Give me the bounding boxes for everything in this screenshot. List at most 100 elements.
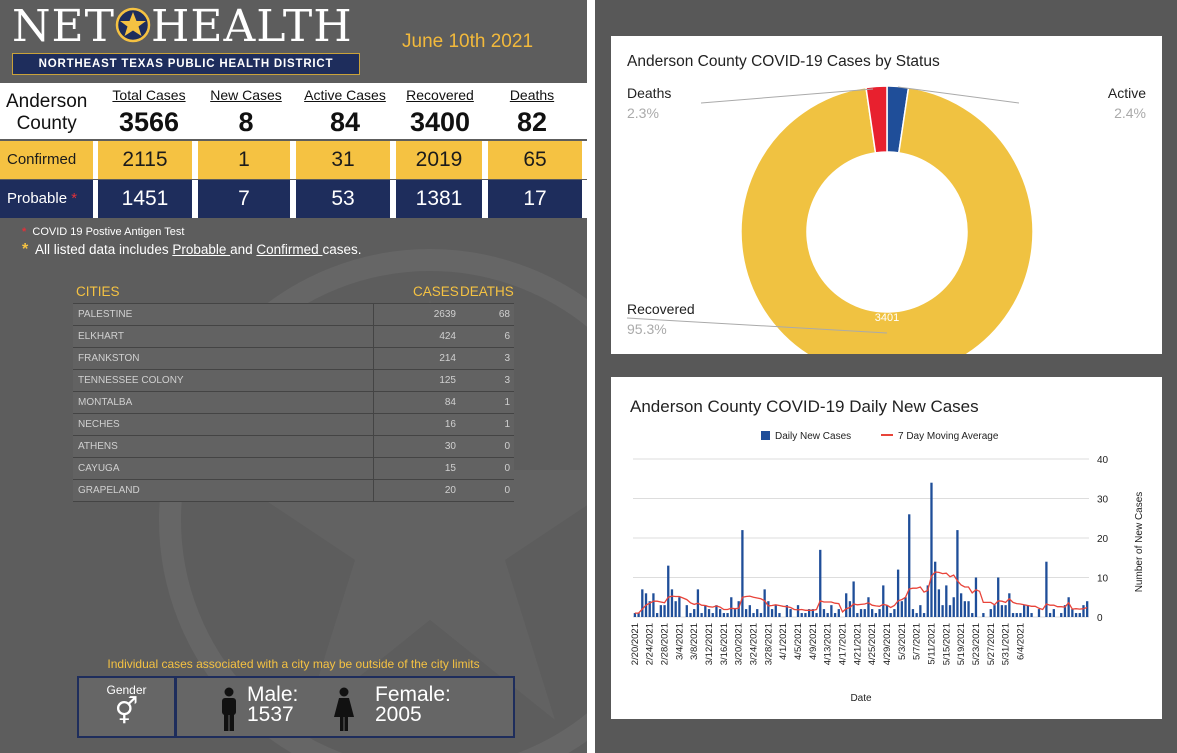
bar [763,589,766,617]
probable-label: Probable * [0,180,93,218]
probable-row: Probable * 1451 7 53 1381 17 [0,180,587,218]
active-pct: 2.4% [1114,105,1146,121]
bar [822,609,826,617]
bar [641,589,644,617]
city-deaths: 0 [504,441,510,452]
bar [704,605,707,617]
x-tick-label: 5/11/2021 [926,623,937,665]
gender-symbol-icon: ⚥ [114,696,139,726]
bar [1008,593,1011,617]
bar [922,613,926,617]
includes-note: * All listed data includes Probable and … [22,241,362,258]
x-tick-label: 4/9/2021 [808,623,819,660]
bar [896,569,900,617]
x-tick-label: 2/24/2021 [645,623,656,665]
county-name: Anderson County [6,91,88,134]
x-tick-label: 5/15/2021 [941,623,952,665]
bar [815,613,818,617]
x-tick-label: 5/27/2021 [986,623,997,665]
bar [915,613,918,617]
x-tick-label: 3/16/2021 [719,623,730,665]
female-icon [334,687,354,731]
logo-left: NET [12,1,115,52]
bar [633,613,637,617]
city-cases: 214 [439,353,456,364]
bar [733,609,737,617]
city-cases: 15 [444,463,456,474]
x-tick-label: 4/5/2021 [793,623,804,660]
city-deaths: 1 [504,419,510,430]
bar [1000,605,1004,617]
city-row: ATHENS 30 0 [73,435,514,457]
bar [774,605,777,617]
left-dashboard: NET HEALTH NORTHEAST TEXAS PUBLIC HEALTH… [0,0,587,753]
x-tick-label: 5/31/2021 [1001,623,1012,665]
star-icon [115,7,151,43]
city-deaths: 0 [504,485,510,496]
daily-cases-chart: Daily New Cases 7 Day Moving Average 0 10 20… [630,431,1145,704]
active-leader-line [897,86,1020,104]
bar [1019,613,1022,617]
slice-deaths [865,85,888,154]
y-tick-label: 40 [1097,455,1109,466]
x-tick-label: 4/13/2021 [823,623,834,665]
male-count: Male: 1537 [247,683,299,726]
bar [748,605,751,617]
bar [804,613,807,617]
cities-table: CITIES CASES DEATHS PALESTINE 2639 68 ELKHA… [73,281,514,502]
bar [926,585,929,617]
bar [937,589,941,617]
bar [737,601,740,617]
bar [1063,605,1067,617]
bar [826,613,829,617]
bar [904,597,907,617]
bar [796,605,800,617]
city-name: ATHENS [78,441,118,452]
bar [848,601,852,617]
bar [741,530,744,617]
confirmed-active: 31 [296,141,390,179]
bar [945,585,948,617]
active-cases-cell: Active Cases 84 [304,87,386,137]
bar [1071,609,1074,617]
bar [730,597,733,617]
city-row: MONTALBA 84 1 [73,391,514,413]
y-tick-label: 20 [1097,534,1109,545]
city-name: TENNESSEE COLONY [78,375,184,386]
bar [989,609,992,617]
asterisk-yellow-note: * [22,241,29,258]
status-chart-panel: Anderson County COVID-19 Cases by Status… [611,36,1162,354]
moving-average-line [634,571,1088,614]
bar [833,613,837,617]
probable-deaths: 17 [488,180,582,218]
asterisk-red-note: * [22,226,27,238]
bar [845,593,848,617]
city-cases: 2639 [433,309,456,320]
city-name: GRAPELAND [78,485,140,496]
deaths-label: Deaths [627,85,671,101]
bar [911,609,915,617]
city-row: ELKHART 424 6 [73,325,514,347]
daily-cases-chart-panel: Anderson County COVID-19 Daily New Cases… [611,377,1162,719]
bar [648,601,651,617]
bar [941,605,944,617]
bar [689,613,692,617]
bar [685,605,688,617]
bar [1011,613,1015,617]
bar [900,601,903,617]
city-row: TENNESSEE COLONY 125 3 [73,369,514,391]
x-tick-label: 5/23/2021 [971,623,982,665]
bar [1052,609,1055,617]
city-name: MONTALBA [78,397,133,408]
bar [789,609,792,617]
city-cases: 84 [444,397,456,408]
bar [1015,613,1018,617]
city-cases: 20 [444,485,456,496]
x-tick-label: 3/20/2021 [734,623,745,665]
bar [971,613,974,617]
city-name: FRANKSTON [78,353,140,364]
right-charts: Anderson County COVID-19 Cases by Status… [595,0,1177,753]
city-name: CAYUGA [78,463,120,474]
x-tick-label: 3/28/2021 [763,623,774,665]
bar [719,609,722,617]
